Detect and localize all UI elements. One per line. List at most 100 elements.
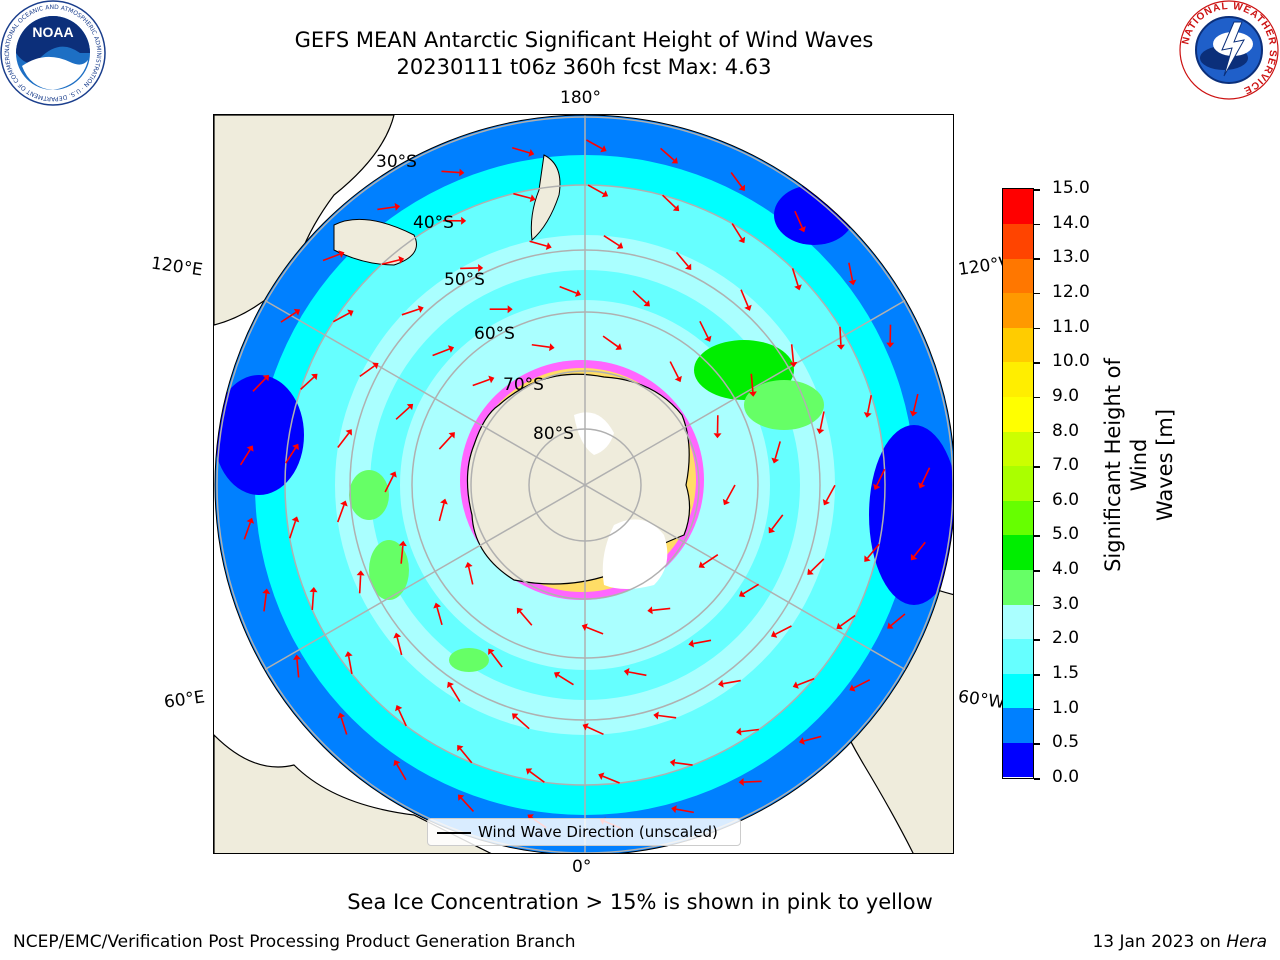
wave-arrow-head [394,202,401,211]
wave-arrow-head [864,555,871,562]
colorbar-tick-label: 13.0 [1052,247,1090,268]
wave-arrow-shaft [839,326,842,345]
wave-arrow-shaft [300,376,315,390]
lat-label-30s: 30°S [376,152,417,172]
wave-arrow-head [598,772,605,780]
wave-arrow-shaft [658,714,677,719]
wave-arrow-shaft [866,543,880,559]
wave-arrow-head [798,226,806,233]
wave-arrow-shaft [699,320,709,338]
wave-arrow-shaft [472,378,490,387]
wave-arrow-shaft [790,344,795,363]
wave-arrow-shaft [263,593,268,612]
wave-arrow-shaft [337,432,350,449]
wave-arrow-head [262,588,271,594]
wave-arrow-head [488,648,495,656]
wave-arrow-head [478,263,484,272]
wave-arrow-head [616,242,624,249]
wave-arrow-shaft [675,808,694,814]
wave-arrow-shaft [586,139,603,150]
wave-arrow-shaft [460,797,475,813]
wave-arrow-head [771,457,780,464]
footer-branch: NCEP/EMC/Verification Post Processing Pr… [13,932,576,952]
chart-title: GEFS MEAN Antarctic Significant Height o… [294,28,874,52]
wave-arrow-head [738,778,744,787]
wave-arrow-shaft [742,583,760,595]
colorbar-tick-mark [1034,466,1040,468]
colorbar-tick-mark [1034,258,1040,260]
wave-arrow-head [736,727,742,736]
wave-arrow-shaft [586,726,604,736]
colorbar-tick-mark [1034,674,1040,676]
wave-arrow-head [549,343,555,352]
wave-arrow-shaft [397,709,407,727]
wave-arrow-shaft [771,514,784,530]
wave-arrow-head [770,630,778,638]
wave-arrow-head [395,705,403,712]
colorbar-tick-label: 8.0 [1052,420,1080,441]
wave-arrow-head [684,263,692,271]
wave-arrow-shaft [449,685,461,702]
wave-arrow-head [389,471,397,478]
wave-arrow-head [447,345,455,353]
colorbar-tick-mark [1034,223,1040,226]
wave-arrow-shaft [602,335,619,348]
wave-arrow-shaft [840,614,856,627]
colorbar-segment [1003,189,1033,225]
wave-arrow-head [545,242,552,250]
sea-ice-note: Sea Ice Concentration > 15% is shown in … [347,890,933,914]
wave-arrow-head [816,428,825,435]
colorbar-segment [1003,258,1033,294]
wave-arrow-shaft [438,503,445,522]
wave-arrow-shaft [337,504,345,523]
wave-arrow-shaft [913,541,926,557]
wave-arrow-shaft [280,311,297,323]
colorbar-segment [1003,431,1033,467]
colorbar-tick-mark [1034,431,1040,434]
ice-shelf-b [574,412,614,455]
colorbar-tick-mark [1034,570,1040,572]
wave-arrow-head [291,516,300,523]
colorbar-tick-mark [1034,396,1040,399]
wave-arrow-shaft [819,411,825,430]
nws-logo: NATIONAL WEATHER SERVICE [1179,0,1279,100]
wave-arrow-head [311,373,318,381]
wave-arrow-head [647,606,653,615]
colorbar-tick-label: 3.0 [1052,593,1080,614]
colorbar-tick-label: 12.0 [1052,281,1090,302]
map-legend: Wind Wave Direction (unscaled) [427,818,741,846]
wave-arrow-shaft [791,268,799,286]
colorbar-segment [1003,638,1033,674]
wave-arrow-shaft [825,484,836,502]
wave-arrow-shaft [722,679,741,685]
wave-arrow-head [768,526,776,534]
wave-arrow-head [574,289,582,297]
wave-arrow-shaft [239,449,251,466]
colorbar-tick-mark [1034,362,1040,364]
colorbar-segment [1003,707,1033,743]
wave-arrow-shaft [296,659,300,678]
colorbar-segment [1003,361,1033,398]
wave-arrow-shaft [396,637,403,656]
colorbar-tick-mark [1034,292,1040,295]
wave-arrow-head [792,681,799,689]
wave-arrow-shaft [662,194,677,209]
wave-arrow-shaft [381,259,400,266]
wave-arrow-head [887,622,894,629]
colorbar-tick-mark [1034,327,1040,330]
wave-arrow-head [910,553,918,561]
wave-arrow-head [738,236,746,244]
wave-arrow-head [738,184,746,192]
wave-arrow-head [807,568,814,575]
wave-arrow-shaft [603,235,620,247]
wave-arrow-head [698,561,706,569]
wave-arrow-shaft [467,566,474,585]
wave-arrow-head [488,375,495,384]
colorbar-tick-mark [1034,189,1040,191]
colorbar-tick-label: 0.5 [1052,732,1080,753]
wave-arrow-head [848,279,857,286]
wave-arrow-shaft [602,775,620,784]
wave-arrow-shaft [252,377,267,392]
wave-arrow-head [674,375,682,383]
footer-date: 13 Jan 2023 on Hera [1092,932,1267,952]
